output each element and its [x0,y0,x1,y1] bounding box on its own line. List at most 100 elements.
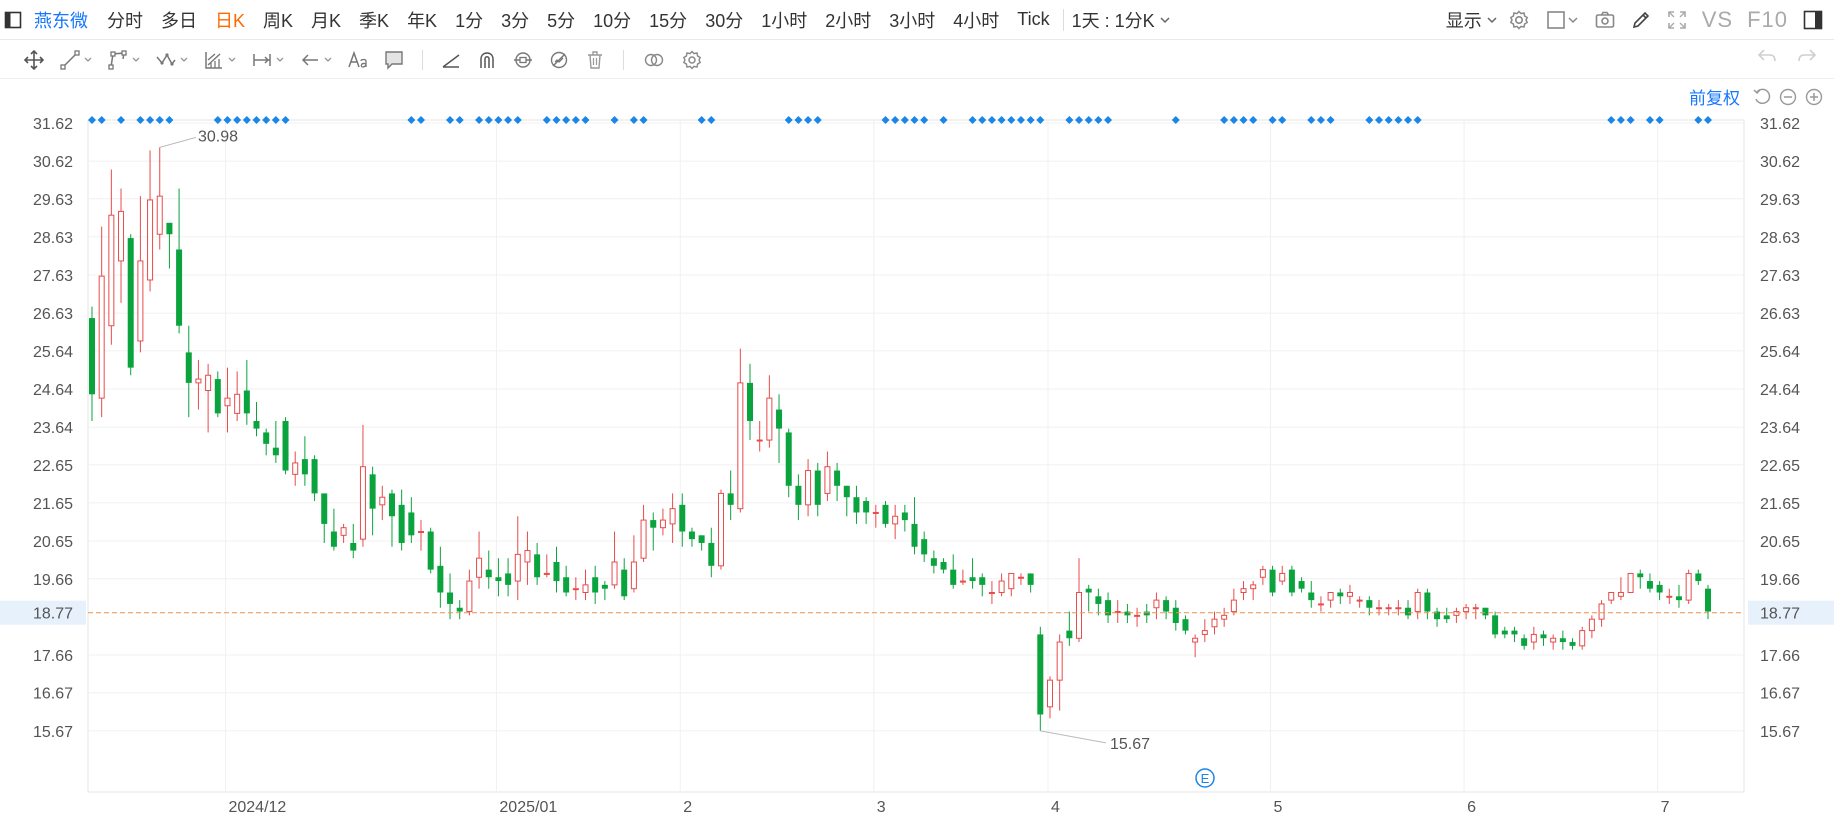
signal-marker [1026,116,1035,124]
candle-body-down [1569,642,1576,646]
vs-button[interactable]: VS [1701,7,1734,32]
candle-body-up [737,382,744,510]
y-tick-label-right: 17.66 [1760,648,1800,665]
signal-marker [784,116,793,124]
stock-name[interactable]: 燕东微 [34,10,88,31]
period-tab[interactable]: 2小时 [825,10,872,31]
candle-body-up [717,492,724,567]
candle-body-down [272,447,279,456]
candle-body-down [882,504,889,524]
period-tab[interactable]: 10分 [593,10,632,31]
candle-body-up [476,557,483,578]
signal-marker [552,116,561,124]
period-tab[interactable]: 15分 [649,10,688,31]
chevron-down-icon [180,57,188,62]
x-tick-label: 7 [1661,799,1670,816]
redo-icon[interactable] [1796,45,1818,67]
text-tool[interactable] [342,45,374,75]
reset-icon[interactable] [1752,87,1772,107]
period-tab[interactable]: 5分 [547,10,576,31]
trash-tool[interactable] [579,45,611,75]
hide-tool[interactable] [543,45,575,75]
candle-body-up [195,378,202,384]
signal-marker [165,116,174,124]
zoom-in-icon[interactable] [1804,87,1824,107]
candle-body-down [1085,588,1092,593]
signal-marker [1365,116,1374,124]
period-tab[interactable]: 分时 [107,10,143,31]
camera-icon[interactable] [1590,5,1620,35]
period-tab[interactable]: 月K [311,10,342,31]
y-tick-label-left: 25.64 [33,344,73,361]
period-tab[interactable]: 季K [359,10,390,31]
period-tab[interactable]: 3分 [501,10,530,31]
candle-body-up [1240,588,1247,593]
line-icon [60,49,80,70]
polyline-tool[interactable] [102,45,146,75]
f10-button[interactable]: F10 [1747,7,1788,32]
candle-body-up [1414,591,1421,613]
lock-tool[interactable] [507,45,539,75]
settings-tool[interactable] [676,45,708,75]
signal-marker [1268,116,1277,124]
period-tab[interactable]: 年K [407,10,438,31]
period-tab[interactable]: 4小时 [953,10,1000,31]
text-icon [348,50,367,68]
period-tab[interactable]: 30分 [705,10,744,31]
candle-body-up [1008,572,1015,590]
candle-body-down [795,485,802,505]
period-tab[interactable]: 3小时 [889,10,936,31]
candle-body-up [1356,599,1363,602]
candle-body-up [524,550,531,563]
arrow-tool[interactable] [294,45,338,75]
cycle-select[interactable]: 1天 : 1分K [1068,7,1171,33]
magnet-tool[interactable] [471,45,503,75]
move-tool[interactable] [18,45,50,75]
event-marker-label: E [1201,771,1210,786]
y-tick-label-left: 23.64 [33,420,73,437]
signal-marker [242,116,251,124]
candle-body-down [940,562,947,570]
undo-icon[interactable] [1756,45,1778,67]
signal-marker [1394,116,1403,124]
pencil-icon[interactable] [1626,5,1656,35]
period-tab[interactable]: 周K [263,10,294,31]
ray-tool[interactable] [435,45,467,75]
fullscreen-icon[interactable] [1662,5,1692,35]
candle-body-up [1588,618,1595,632]
measure-icon [253,53,271,66]
adjust-mode-button[interactable]: 前复权 [1689,89,1740,108]
kline-chart-canvas[interactable]: 31.62 31.62 30.62 30.62 29.63 29.63 28.63 28.63… [0,80,1834,826]
side-panel-icon[interactable] [1798,5,1828,35]
period-tab[interactable]: Tick [1017,9,1050,29]
candle-body-down [1366,600,1373,608]
candle-body-down [863,501,870,513]
candle-body-up [1192,637,1199,643]
period-tab[interactable]: 1分 [455,10,484,31]
period-tab[interactable]: 日K [215,10,246,31]
display-menu[interactable]: 显示 [1446,7,1498,33]
candle-body-up [234,393,241,414]
comment-tool[interactable] [378,45,410,75]
wave-tool[interactable] [150,45,194,75]
period-tab[interactable]: 多日 [161,10,197,31]
y-tick-label-left: 17.66 [33,648,73,665]
candle-body-up [1685,572,1692,601]
line-tool[interactable] [54,45,98,75]
y-tick-label-left: 16.67 [33,686,73,703]
channel-tool[interactable] [198,45,242,75]
link-tool[interactable] [636,45,672,75]
panel-toggle-icon[interactable] [0,0,26,40]
signal-marker [881,116,890,124]
period-tab[interactable]: 1小时 [761,10,808,31]
measure-tool[interactable] [246,45,290,75]
zoom-out-icon[interactable] [1778,87,1798,107]
y-tick-label-left: 28.63 [33,230,73,247]
gear-icon[interactable] [1504,5,1534,35]
candle-body-up [640,519,647,559]
toolbar-divider [422,49,423,70]
candle-body-up [1453,611,1460,616]
lock-icon [514,51,532,68]
kline-chart[interactable]: 31.62 31.62 30.62 30.62 29.63 29.63 28.63 28.63… [0,80,1834,826]
layout-select[interactable] [1540,5,1584,35]
